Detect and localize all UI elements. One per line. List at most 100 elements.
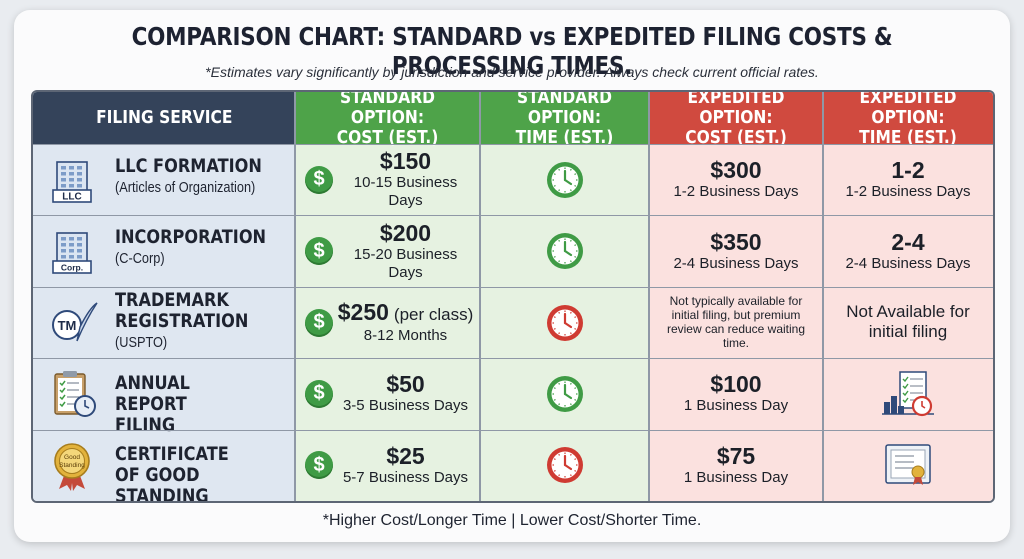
column-divider [648,92,650,501]
report-chart-clock-icon [882,371,934,416]
expedited-cost: $100 [710,371,762,398]
standard-cost-note: (per class) [393,304,474,324]
column-header-line: TIME (EST.) [515,127,614,148]
standard-cost: $250 [337,298,389,325]
table-row [33,286,993,359]
seal-text: Good [64,454,80,461]
column-header: EXPEDITED OPTION: TIME (EST.) [823,92,993,148]
expedited-cost: $350 [710,228,762,255]
certificate-icon [885,444,931,486]
column-header: FILING SERVICE [33,92,295,144]
expedited-time-cell: 2-4 2-4 Business Days [823,215,993,286]
service-title: LLC FORMATION [115,154,262,177]
column-divider [294,92,296,501]
column-divider [822,92,824,501]
comparison-table: FILING SERVICE STANDARD OPTION: COST (EST.… [31,90,995,503]
column-header-text: STANDARD OPTION: TIME (EST.) [492,90,637,148]
expedited-time-text: Not Available for initial filing [846,302,970,342]
service-name: LLC FORMATION (Articles of Organization) [115,154,285,198]
table-column-bg [295,92,480,501]
chart-title: COMPARISON CHART: STANDARD vs EXPEDITED … [131,22,893,80]
standard-cost-value: $200 [379,219,432,246]
column-header-text: EXPEDITED OPTION: COST (EST.) [661,90,811,148]
expedited-cost-cell: $350 2-4 Business Days [649,215,823,286]
expedited-time-detail: 2-4 Business Days [845,254,971,272]
standard-time: 5-7 Business Days [342,468,469,486]
building-corp-icon: Corp. [52,232,92,274]
expedited-cost-detail: 2-4 Business Days [673,254,799,272]
seal-text: Standing [59,462,85,469]
standard-cost: $50 [386,371,425,398]
expedited-cost-cell: Not typically available for initial fili… [649,287,823,358]
service-subtitle: (Articles of Organization) [115,178,256,196]
trademark-quill-icon: TM [52,301,98,341]
standard-time: 8-12 Months [363,326,448,344]
chart-subtitle: *Estimates vary significantly by jurisdi… [205,64,819,80]
service-title: TRADEMARK REGISTRATION [115,288,249,332]
column-header: STANDARD OPTION: TIME (EST.) [480,92,649,148]
column-header-line: EXPEDITED OPTION: [687,90,785,128]
expedited-cost-detail: 1 Business Day [683,397,789,415]
column-header-line: STANDARD OPTION: [339,90,436,128]
table-row [33,215,993,287]
column-header-text: FILING SERVICE [96,108,232,128]
expedited-time-detail: 1-2 Business Days [845,183,971,201]
expedited-cost-detail: 1 Business Day [683,468,789,486]
standard-time: 3-5 Business Days [342,397,469,415]
expedited-time: 2-4 [891,228,925,255]
standard-cost-value: $250 (per class) [337,298,474,327]
dollar-icon: $ [305,308,333,337]
icon-label: TM [58,318,77,333]
clock-red-icon [546,447,583,484]
clipboard-clock-icon [54,370,96,417]
service-name: TRADEMARK REGISTRATION (USPTO) [115,288,249,353]
service-subtitle: (USPTO) [115,333,168,351]
table-row [33,429,993,501]
column-divider [479,92,481,501]
expedited-cost-cell: $75 1 Business Day [649,430,823,501]
table-column-bg [649,92,823,501]
expedited-cost: $75 [716,442,756,469]
table-row [33,358,993,430]
clock-red-icon [546,304,583,341]
column-header-text: EXPEDITED OPTION: TIME (EST.) [835,90,981,148]
clock-green-icon [546,233,583,270]
expedited-cost-cell: $300 1-2 Business Days [649,144,823,215]
column-header-line: FILING SERVICE [95,107,233,128]
table-column-bg [33,92,295,501]
column-header-text: STANDARD OPTION: COST (EST.) [308,90,467,148]
building-llc-icon: LLC [52,160,92,203]
expedited-cost: $300 [710,157,762,184]
table-row [33,144,993,216]
service-name: INCORPORATION (C-Corp) [115,227,285,269]
column-header: EXPEDITED OPTION: COST (EST.) [649,92,823,148]
dollar-icon: $ [305,451,333,480]
column-header-line: COST (EST.) [336,127,439,148]
expedited-time-cell: Not Available for initial filing [823,287,993,358]
icon-label: LLC [62,191,81,202]
service-title: INCORPORATION [115,226,267,249]
service-title: ANNUAL REPORT FILING [115,371,190,436]
dollar-icon: $ [305,165,333,194]
clock-green-icon [546,375,583,412]
chart-footer: *Higher Cost/Longer Time | Lower Cost/Sh… [322,512,702,529]
standard-cost: $200 [379,219,432,246]
expedited-cost-detail: 1-2 Business Days [673,183,799,201]
dollar-icon: $ [305,379,333,408]
standard-cost-cell: $50 3-5 Business Days [335,358,476,429]
column-header-line: STANDARD OPTION: [516,90,613,128]
standard-cost-value: $25 [386,442,425,469]
column-header-line: EXPEDITED OPTION: [859,90,957,128]
standard-cost: $25 [386,442,425,469]
expedited-time: 1-2 [891,157,925,184]
standard-cost-cell: $150 10-15 Business Days [335,144,476,215]
column-header: STANDARD OPTION: COST (EST.) [295,92,480,148]
table-column-bg [823,92,993,501]
icon-label: Corp. [61,263,83,273]
standard-time: 10-15 Business Days [353,174,458,210]
table-column-bg [480,92,649,501]
clock-green-icon [546,161,583,198]
standard-cost-cell: $25 5-7 Business Days [335,430,476,501]
expedited-time-cell: 1-2 1-2 Business Days [823,144,993,215]
